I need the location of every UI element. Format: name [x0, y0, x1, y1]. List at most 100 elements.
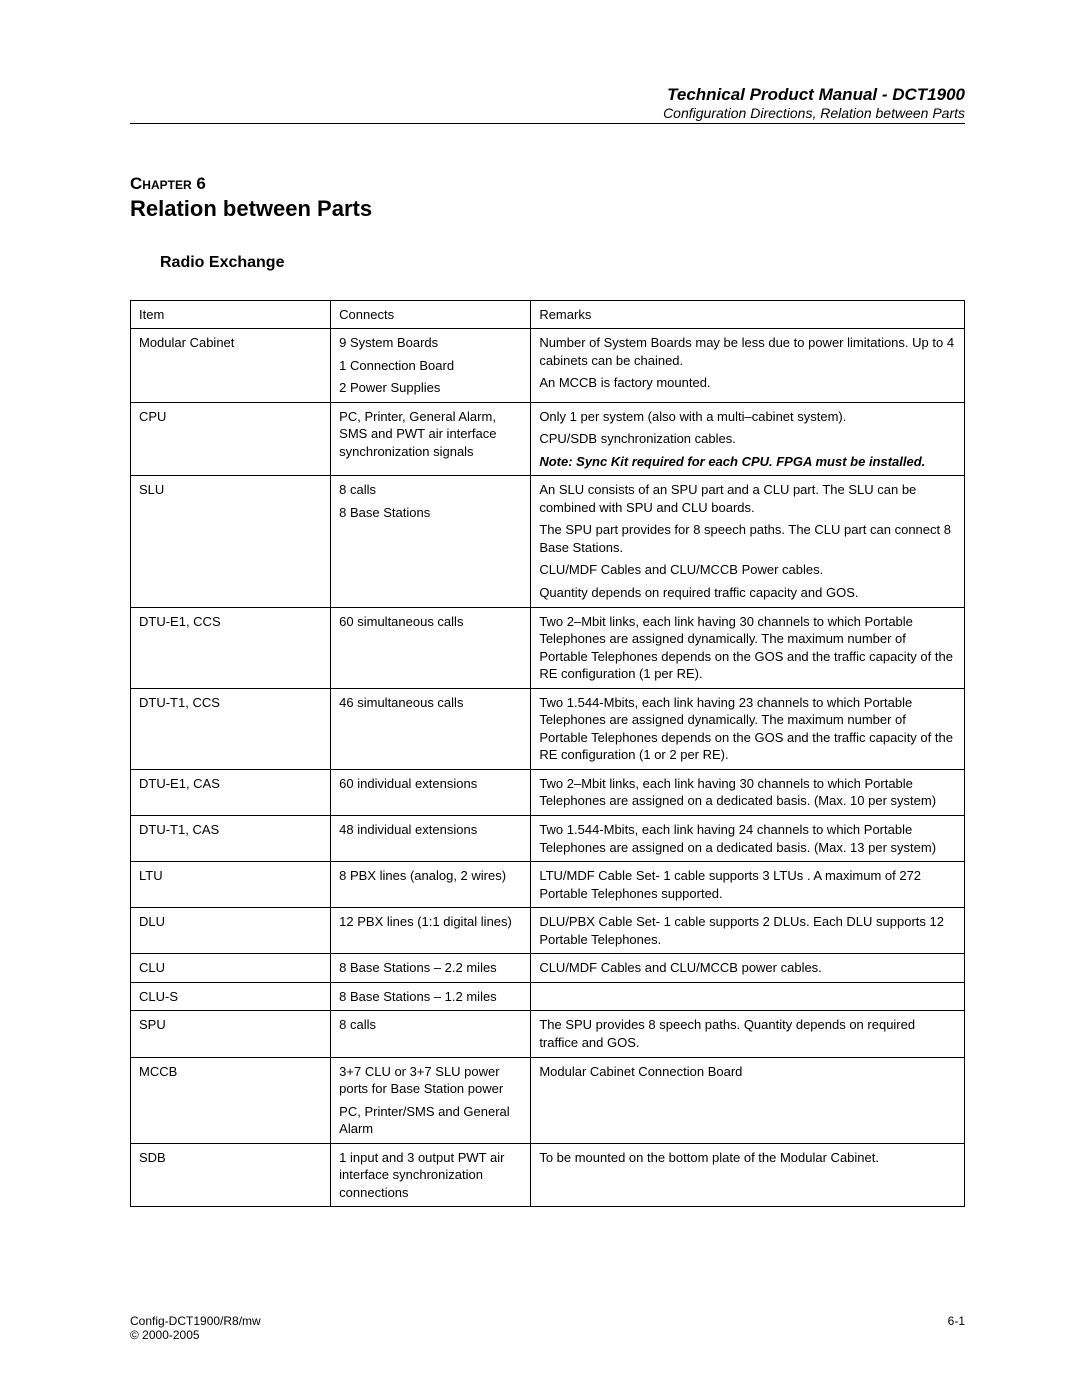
- cell-connects: 8 PBX lines (analog, 2 wires): [331, 862, 531, 908]
- table-row: SDB1 input and 3 output PWT air interfac…: [131, 1143, 965, 1207]
- chapter-heading: Chapter 6 Relation between Parts: [130, 174, 965, 222]
- table-row: CLU-S 8 Base Stations – 1.2 miles: [131, 982, 965, 1011]
- remark-line: CLU/MDF Cables and CLU/MCCB Power cables…: [539, 561, 956, 579]
- cell-item: Modular Cabinet: [131, 329, 331, 403]
- remark-line: The SPU provides 8 speech paths. Quantit…: [539, 1016, 956, 1051]
- footer-page-number: 6-1: [948, 1314, 965, 1342]
- table-row: DTU-E1, CAS 60 individual extensions Two 2…: [131, 769, 965, 815]
- cell-connects: 8 Base Stations – 1.2 miles: [331, 982, 531, 1011]
- col-header-item: Item: [131, 301, 331, 329]
- cell-item: DTU-T1, CAS: [131, 816, 331, 862]
- table-row: SLU8 calls8 Base StationsAn SLU consists…: [131, 476, 965, 607]
- chapter-label: Chapter 6: [130, 174, 965, 194]
- cell-connects: 1 input and 3 output PWT air interface s…: [331, 1143, 531, 1207]
- cell-connects: 60 simultaneous calls: [331, 607, 531, 688]
- cell-item: SPU: [131, 1011, 331, 1057]
- remark-line: Two 1.544-Mbits, each link having 23 cha…: [539, 694, 956, 764]
- cell-item: SDB: [131, 1143, 331, 1207]
- connects-line: 48 individual extensions: [339, 821, 522, 839]
- cell-remarks: CLU/MDF Cables and CLU/MCCB power cables…: [531, 954, 965, 983]
- cell-remarks: Two 2–Mbit links, each link having 30 ch…: [531, 769, 965, 815]
- remark-line: To be mounted on the bottom plate of the…: [539, 1149, 956, 1167]
- cell-item: DLU: [131, 908, 331, 954]
- remark-line: LTU/MDF Cable Set- 1 cable supports 3 LT…: [539, 867, 956, 902]
- cell-remarks: DLU/PBX Cable Set- 1 cable supports 2 DL…: [531, 908, 965, 954]
- cell-connects: 3+7 CLU or 3+7 SLU power ports for Base …: [331, 1057, 531, 1143]
- cell-remarks: Two 2–Mbit links, each link having 30 ch…: [531, 607, 965, 688]
- remark-line: Modular Cabinet Connection Board: [539, 1063, 956, 1081]
- table-row: DTU-T1, CCS46 simultaneous callsTwo 1.54…: [131, 688, 965, 769]
- cell-item: CLU-S: [131, 982, 331, 1011]
- connects-line: 3+7 CLU or 3+7 SLU power ports for Base …: [339, 1063, 522, 1098]
- cell-remarks: An SLU consists of an SPU part and a CLU…: [531, 476, 965, 607]
- cell-item: MCCB: [131, 1057, 331, 1143]
- remark-line: Two 2–Mbit links, each link having 30 ch…: [539, 775, 956, 810]
- table-row: SPU 8 calls The SPU provides 8 speech path…: [131, 1011, 965, 1057]
- connects-line: 8 Base Stations: [339, 504, 522, 522]
- remark-line: An SLU consists of an SPU part and a CLU…: [539, 481, 956, 516]
- connects-line: 12 PBX lines (1:1 digital lines): [339, 913, 522, 931]
- connects-line: 1 Connection Board: [339, 357, 522, 375]
- cell-item: LTU: [131, 862, 331, 908]
- remark-line: DLU/PBX Cable Set- 1 cable supports 2 DL…: [539, 913, 956, 948]
- remark-line: An MCCB is factory mounted.: [539, 374, 956, 392]
- cell-remarks: [531, 982, 965, 1011]
- remark-line: CLU/MDF Cables and CLU/MCCB power cables…: [539, 959, 956, 977]
- connects-line: 1 input and 3 output PWT air interface s…: [339, 1149, 522, 1202]
- page: Technical Product Manual - DCT1900 Confi…: [0, 0, 1080, 1397]
- table-row: LTU 8 PBX lines (analog, 2 wires) LTU/MDF …: [131, 862, 965, 908]
- cell-connects: 9 System Boards1 Connection Board2 Power…: [331, 329, 531, 403]
- footer-left: Config-DCT1900/R8/mw © 2000-2005: [130, 1314, 261, 1342]
- cell-connects: 8 calls8 Base Stations: [331, 476, 531, 607]
- doc-subtitle: Configuration Directions, Relation betwe…: [130, 105, 965, 121]
- remark-line: The SPU part provides for 8 speech paths…: [539, 521, 956, 556]
- connects-line: 60 simultaneous calls: [339, 613, 522, 631]
- connects-line: 9 System Boards: [339, 334, 522, 352]
- connects-line: 60 individual extensions: [339, 775, 522, 793]
- connects-line: 8 Base Stations – 1.2 miles: [339, 988, 522, 1006]
- cell-connects: PC, Printer, General Alarm, SMS and PWT …: [331, 402, 531, 476]
- cell-connects: 46 simultaneous calls: [331, 688, 531, 769]
- cell-remarks: Modular Cabinet Connection Board: [531, 1057, 965, 1143]
- cell-connects: 60 individual extensions: [331, 769, 531, 815]
- footer-docref: Config-DCT1900/R8/mw: [130, 1314, 261, 1328]
- remark-line: Two 1.544-Mbits, each link having 24 cha…: [539, 821, 956, 856]
- table-row: DLU 12 PBX lines (1:1 digital lines) DLU/P…: [131, 908, 965, 954]
- cell-connects: 48 individual extensions: [331, 816, 531, 862]
- cell-item: DTU-E1, CCS: [131, 607, 331, 688]
- cell-remarks: Two 1.544-Mbits, each link having 23 cha…: [531, 688, 965, 769]
- cell-remarks: LTU/MDF Cable Set- 1 cable supports 3 LT…: [531, 862, 965, 908]
- cell-remarks: Two 1.544-Mbits, each link having 24 cha…: [531, 816, 965, 862]
- remark-line: Quantity depends on required traffic cap…: [539, 584, 956, 602]
- chapter-title: Relation between Parts: [130, 196, 965, 222]
- page-footer: Config-DCT1900/R8/mw © 2000-2005 6-1: [130, 1314, 965, 1342]
- footer-copyright: © 2000-2005: [130, 1328, 261, 1342]
- remark-line: Only 1 per system (also with a multi–cab…: [539, 408, 956, 426]
- connects-line: 8 Base Stations – 2.2 miles: [339, 959, 522, 977]
- remark-line: Note: Sync Kit required for each CPU. FP…: [539, 453, 956, 471]
- doc-title: Technical Product Manual - DCT1900: [130, 85, 965, 105]
- connects-line: 8 PBX lines (analog, 2 wires): [339, 867, 522, 885]
- col-header-remarks: Remarks: [531, 301, 965, 329]
- table-row: CPUPC, Printer, General Alarm, SMS and P…: [131, 402, 965, 476]
- table-header-row: Item Connects Remarks: [131, 301, 965, 329]
- table-row: DTU-E1, CCS 60 simultaneous calls Two 2–Mb…: [131, 607, 965, 688]
- cell-connects: 8 Base Stations – 2.2 miles: [331, 954, 531, 983]
- cell-item: CPU: [131, 402, 331, 476]
- col-header-connects: Connects: [331, 301, 531, 329]
- cell-item: DTU-E1, CAS: [131, 769, 331, 815]
- remark-line: Two 2–Mbit links, each link having 30 ch…: [539, 613, 956, 683]
- cell-item: SLU: [131, 476, 331, 607]
- cell-remarks: The SPU provides 8 speech paths. Quantit…: [531, 1011, 965, 1057]
- table-row: MCCB3+7 CLU or 3+7 SLU power ports for B…: [131, 1057, 965, 1143]
- connects-line: 46 simultaneous calls: [339, 694, 522, 712]
- connects-line: 8 calls: [339, 1016, 522, 1034]
- page-header: Technical Product Manual - DCT1900 Confi…: [130, 85, 965, 124]
- connects-line: PC, Printer, General Alarm, SMS and PWT …: [339, 408, 522, 461]
- section-title: Radio Exchange: [160, 254, 965, 272]
- relation-table: Item Connects Remarks Modular Cabinet 9 S…: [130, 300, 965, 1207]
- cell-remarks: Number of System Boards may be less due …: [531, 329, 965, 403]
- cell-item: CLU: [131, 954, 331, 983]
- table-body: Modular Cabinet 9 System Boards 1 Connecti…: [131, 329, 965, 1207]
- cell-connects: 8 calls: [331, 1011, 531, 1057]
